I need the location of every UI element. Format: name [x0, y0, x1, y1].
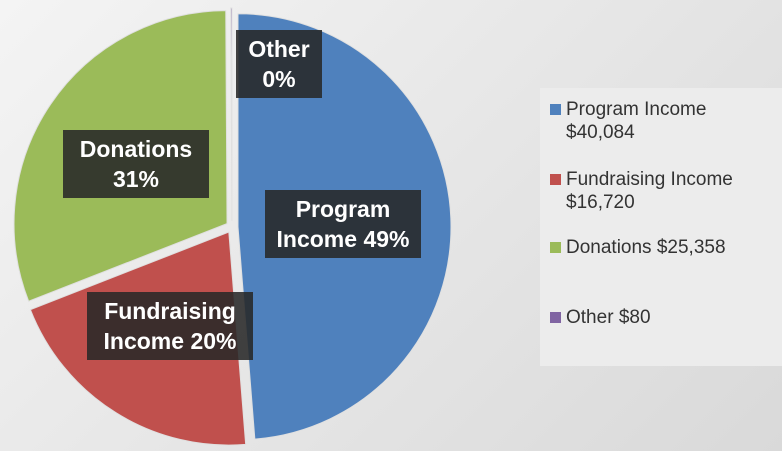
legend-swatch: [550, 104, 561, 115]
data-label: Fundraising Income 20%: [87, 292, 253, 360]
legend-name: Other: [566, 307, 614, 328]
data-label-percent: 0%: [262, 66, 296, 92]
data-label: Other 0%: [236, 30, 322, 98]
legend-value: $16,720: [566, 192, 635, 213]
legend-text: Program Income $40,084: [566, 98, 778, 144]
legend-value: $40,084: [566, 122, 635, 143]
pie-slice: [230, 7, 233, 222]
data-label: Donations 31%: [63, 130, 209, 198]
data-label-category: Fundraising Income: [103, 298, 236, 354]
data-label-category: Program Income: [276, 196, 391, 252]
legend-name: Fundraising Income: [566, 169, 733, 190]
legend-swatch: [550, 174, 561, 185]
data-label-percent: 31%: [112, 166, 160, 192]
legend-swatch: [550, 242, 561, 253]
legend-name: Program Income: [566, 99, 707, 120]
legend-value: $25,358: [656, 237, 726, 258]
data-label-category: Donations: [79, 136, 193, 162]
legend-swatch: [550, 312, 561, 323]
data-label-category: Other: [248, 36, 310, 62]
legend-text: Other $80: [566, 306, 778, 329]
legend-value: $80: [618, 307, 651, 328]
legend-text: Fundraising Income $16,720: [566, 168, 778, 214]
legend-text: Donations $25,358: [566, 236, 778, 259]
data-label-percent: 49%: [363, 226, 410, 252]
legend: Program Income $40,084 Fundraising Income…: [540, 88, 782, 366]
data-label: Program Income 49%: [265, 190, 421, 258]
legend-name: Donations: [566, 237, 652, 258]
data-label-percent: 20%: [190, 328, 237, 354]
